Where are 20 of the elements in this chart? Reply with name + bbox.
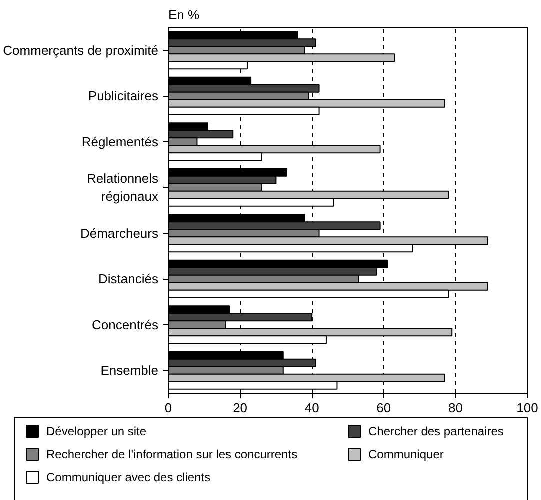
legend-label: Chercher des partenaires: [368, 424, 504, 438]
x-tick-label: 60: [376, 400, 392, 416]
y-tick-label: Ensemble: [100, 363, 159, 378]
y-tick-label: Distanciés: [98, 272, 159, 287]
y-tick-label: Relationnels régionaux: [86, 171, 159, 204]
y-tick-label: Concentrés: [92, 317, 159, 332]
legend-label: Développer un site: [46, 424, 147, 438]
y-tick-label: Démarcheurs: [80, 226, 159, 241]
x-tick-label: 40: [304, 400, 320, 416]
legend-label: Communiquer avec des clients: [46, 470, 211, 484]
text: En %: [168, 8, 200, 22]
legend-label: Rechercher de l'information sur les concurrents: [46, 448, 298, 462]
y-tick-label: Réglementés: [82, 134, 159, 150]
x-tick-label: 80: [448, 400, 463, 416]
y-tick-label: Commerçants de proximité: [3, 42, 158, 58]
x-tick-label: 20: [233, 400, 248, 416]
x-tick-label: 100: [516, 400, 538, 416]
x-tick-label: 0: [164, 400, 172, 416]
legend-label: Communiquer: [368, 448, 444, 462]
y-tick-label: Publicitaires: [88, 88, 159, 104]
